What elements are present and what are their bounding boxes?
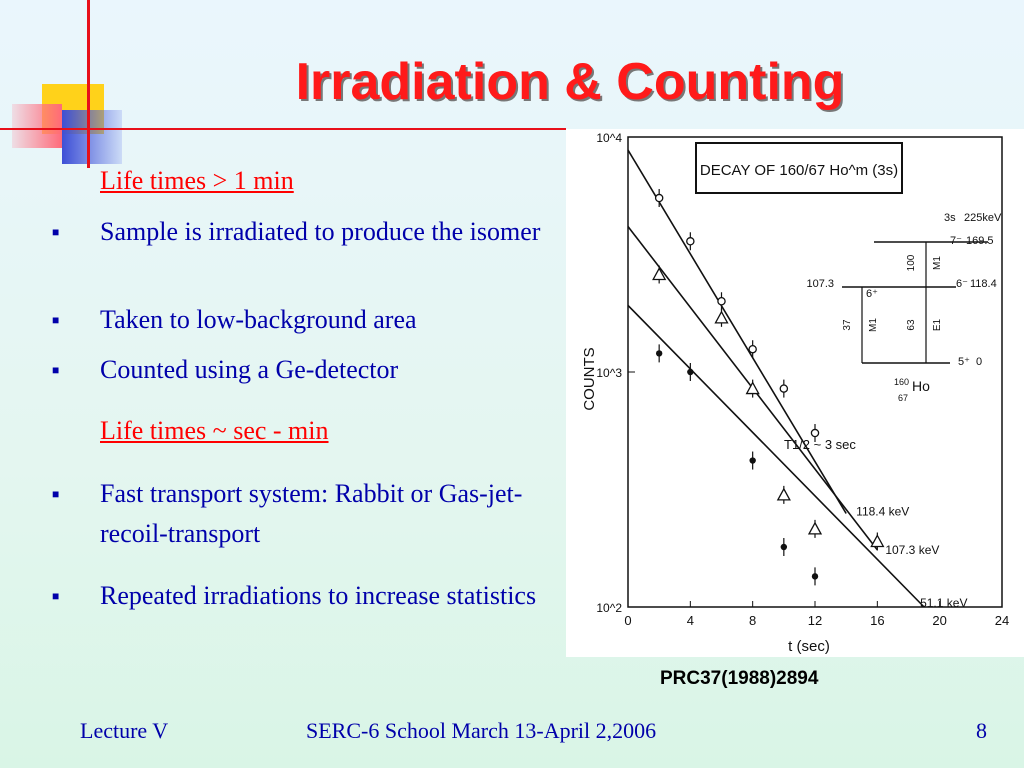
bullet-text: Counted using a Ge-detector (100, 355, 399, 384)
footer-event: SERC-6 School March 13-April 2,2006 (306, 718, 657, 743)
level-label: 6⁻ (956, 278, 968, 290)
data-point (776, 487, 791, 501)
footer-lecture: Lecture V (80, 718, 169, 743)
y-axis-label: COUNTS (581, 347, 598, 410)
bullet-text: Sample is irradiated to produce the isom… (100, 217, 541, 246)
half-life-label: T1/2 ~ 3 sec (784, 437, 856, 452)
transition-multipolarity: M1 (868, 318, 879, 332)
x-axis-label: t (sec) (788, 638, 830, 655)
nucleus-mass-number: 160 (894, 377, 909, 387)
x-tick-label: 0 (624, 613, 631, 628)
bullet-square-icon: ■ (52, 363, 60, 377)
subheading-long-lifetimes: Life times > 1 min (100, 166, 294, 195)
x-tick-label: 4 (687, 613, 694, 628)
y-tick-label: 10^2 (596, 601, 622, 615)
series-label: 51.1 keV (920, 596, 967, 610)
data-point (687, 368, 694, 376)
level-energy: 0 (976, 356, 982, 368)
decor-vertical-line (87, 0, 90, 168)
transition-energy: 63 (906, 319, 917, 331)
bullet-square-icon: ■ (52, 313, 60, 327)
y-tick-label: 10^3 (596, 366, 622, 380)
transition-multipolarity: E1 (932, 318, 943, 331)
bullet-text: Repeated irradiations to increase statis… (100, 581, 537, 610)
fit-line (627, 304, 925, 608)
bullet-square-icon: ■ (52, 589, 60, 603)
decay-plot-svg: DECAY OF 160/67 Ho^m (3s) COUNTS t (sec)… (581, 131, 1009, 655)
y-tick-label: 10^4 (596, 131, 622, 145)
data-point (780, 543, 788, 551)
data-point (654, 193, 664, 203)
level-label: 6⁺ (866, 288, 878, 300)
level-energy: 118.4 (970, 278, 997, 290)
data-point (748, 344, 757, 354)
data-point (717, 297, 726, 306)
data-point (749, 457, 756, 464)
level-scheme: 3s 225keV 7⁻ 169.5 6⁻ 118.4 6⁺ 107.3 5⁺ … (806, 212, 1002, 403)
page-number: 8 (976, 718, 987, 743)
data-point (779, 384, 789, 393)
figure-reference: PRC37(1988)2894 (660, 668, 819, 689)
data-point (811, 573, 819, 580)
x-tick-label: 12 (808, 613, 822, 628)
plot-title: DECAY OF 160/67 Ho^m (3s) (700, 162, 898, 179)
decor-blue-square (62, 110, 122, 164)
data-point (655, 350, 663, 357)
data-point (652, 267, 667, 281)
data-point (714, 310, 729, 324)
data-point (807, 521, 823, 535)
nucleus-symbol: Ho (912, 378, 930, 394)
data-point (810, 428, 820, 438)
x-tick-label: 8 (749, 613, 756, 628)
series-label: 118.4 keV (856, 504, 909, 518)
plot-title-box (695, 142, 903, 194)
transition-energy: 100 (906, 254, 917, 271)
level-label: 3s (944, 212, 956, 224)
transition-multipolarity: M1 (932, 256, 943, 270)
x-tick-label: 24 (995, 613, 1009, 628)
decor-pink-square (12, 104, 62, 148)
data-point (870, 534, 885, 548)
decor-horizontal-line (0, 128, 566, 130)
bullet-text: Taken to low-background area (100, 305, 417, 334)
level-energy: 225keV (964, 212, 1002, 224)
bullet-text: Fast transport system: Rabbit or Gas-jet… (100, 479, 523, 548)
level-label: 7⁻ (950, 235, 962, 247)
bullet-square-icon: ■ (52, 487, 60, 501)
decay-plot-figure: DECAY OF 160/67 Ho^m (3s) COUNTS t (sec)… (566, 129, 1024, 657)
series-label: 107.3 keV (885, 543, 939, 557)
bullet-square-icon: ■ (52, 225, 60, 239)
data-point (686, 237, 695, 246)
x-tick-label: 20 (932, 613, 946, 628)
level-energy: 169.5 (966, 235, 994, 247)
subheading-short-lifetimes: Life times ~ sec - min (100, 416, 329, 445)
transition-energy: 37 (842, 319, 853, 331)
fit-line (627, 149, 847, 514)
x-tick-label: 16 (870, 613, 884, 628)
slide-title: Irradiation & Counting (295, 53, 845, 111)
level-energy: 107.3 (806, 278, 834, 290)
nucleus-atomic-number: 67 (898, 393, 908, 403)
level-label: 5⁺ (958, 356, 970, 368)
data-point (745, 381, 760, 395)
